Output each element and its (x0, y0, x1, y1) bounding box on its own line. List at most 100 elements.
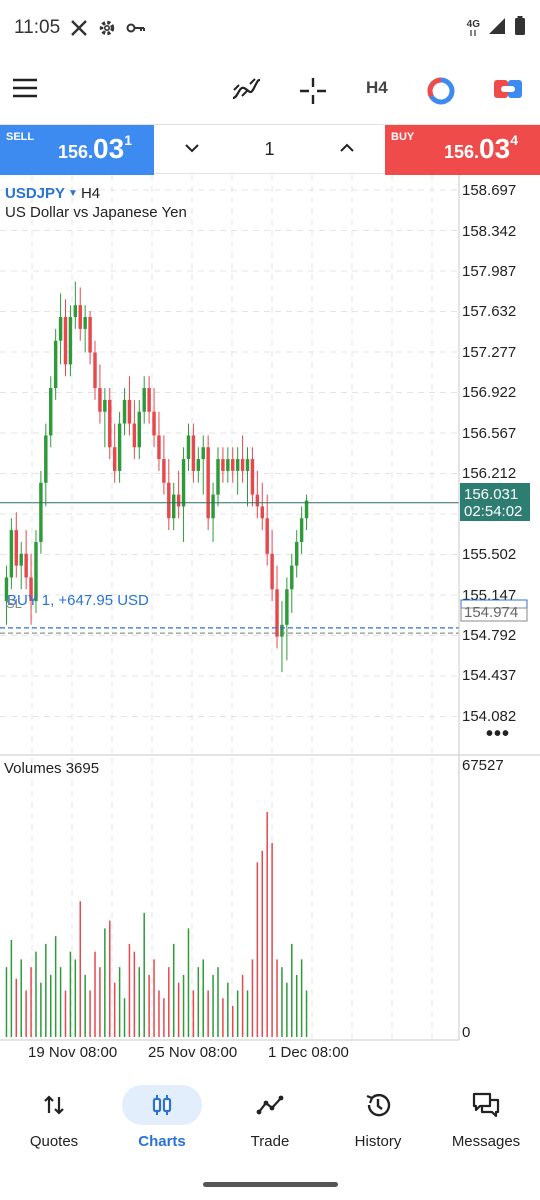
symbol-name[interactable]: USDJPY (5, 185, 66, 202)
nav-messages[interactable]: Messages (432, 1075, 540, 1170)
position-label[interactable]: BUY 1, +647.95 USD (7, 592, 149, 609)
candle-body (265, 518, 269, 554)
price-tick: 157.987 (462, 263, 516, 280)
indicators-icon[interactable] (230, 76, 262, 104)
candle-body (221, 459, 225, 471)
nav-trade[interactable]: Trade (216, 1075, 324, 1170)
candle-body (216, 459, 220, 495)
candle-body (68, 317, 73, 365)
buy-button[interactable]: BUY 156. 03 4 (385, 125, 540, 175)
key-icon (126, 21, 146, 35)
current-price-badge (460, 483, 530, 521)
candle-body (299, 518, 304, 542)
status-time: 11:05 (14, 17, 61, 38)
new-order-icon[interactable] (492, 76, 524, 102)
nav-history[interactable]: History (324, 1075, 432, 1170)
candle-body (49, 388, 53, 436)
nav-quotes[interactable]: Quotes (0, 1075, 108, 1170)
chart-area[interactable]: 158.697 158.342 157.987 157.632 157.277 … (0, 175, 540, 1065)
trade-icon (256, 1095, 284, 1115)
candle-body (235, 459, 240, 471)
candle-body (260, 506, 264, 519)
volume-increase-chevron-up-icon[interactable] (339, 140, 355, 158)
buy-price: 156. 03 4 (444, 132, 518, 164)
price-chart[interactable]: 158.697 158.342 157.987 157.632 157.277 … (0, 175, 540, 1065)
candle-body (108, 399, 112, 448)
symbol-dropdown-caret-icon[interactable]: ▼ (68, 188, 78, 199)
candle-body (201, 447, 205, 460)
one-click-trading-icon[interactable] (426, 76, 456, 106)
sell-label: SELL (6, 131, 35, 143)
candle-body (63, 317, 68, 365)
sell-button[interactable]: SELL 156. 03 1 (0, 125, 154, 175)
messages-icon (472, 1092, 500, 1118)
candle-body (152, 411, 156, 436)
sell-price: 156. 03 1 (58, 132, 132, 164)
price-tick: 157.277 (462, 344, 516, 361)
candle-body (250, 459, 255, 495)
volume-decrease-chevron-down-icon[interactable] (184, 140, 200, 158)
candle-body (171, 494, 176, 519)
price-tick: 158.697 (462, 182, 516, 199)
candle-body (196, 459, 201, 471)
history-icon (366, 1093, 391, 1117)
price-tick: 156.922 (462, 384, 516, 401)
candle-body (231, 459, 235, 471)
candle-body (186, 435, 191, 460)
current-price-label: 156.031 (464, 486, 518, 503)
candle-body (24, 553, 28, 578)
candle-body (83, 317, 87, 329)
price-tick: 155.502 (462, 546, 516, 563)
stop-loss-label[interactable]: SL (6, 596, 22, 611)
gesture-handle[interactable] (203, 1182, 338, 1187)
battery-icon (514, 15, 526, 41)
crosshair-icon[interactable] (298, 76, 328, 106)
candle-body (211, 494, 215, 519)
buy-label: BUY (391, 131, 415, 143)
candle-body (275, 589, 279, 637)
volume-max-label: 67527 (462, 757, 504, 774)
candle-body (167, 482, 171, 519)
one-click-trade-panel: SELL 156. 03 1 1 BUY 156. 03 4 (0, 124, 540, 175)
status-bar: 11:05 4G (0, 0, 540, 56)
volume-value[interactable]: 1 (264, 138, 275, 159)
price-tick: 156.212 (462, 465, 516, 482)
symbol-header[interactable]: USDJPY ▼ H4 (5, 185, 100, 202)
price-tick: 154.437 (462, 667, 516, 684)
candle-body (14, 530, 19, 566)
candle-body (191, 435, 196, 471)
price-tick: 158.342 (462, 223, 516, 240)
candle-body (304, 500, 309, 519)
candle-body (34, 541, 38, 602)
bar-countdown-label: 02:54:02 (464, 503, 522, 520)
quotes-icon (44, 1095, 64, 1115)
candle-body (294, 541, 299, 566)
network-type: 4G (467, 20, 480, 36)
x-app-icon (70, 19, 88, 37)
candle-body (88, 317, 92, 353)
nav-charts[interactable]: Charts (108, 1075, 216, 1170)
candle-body (240, 459, 245, 471)
menu-icon[interactable] (12, 78, 38, 103)
candle-body (280, 624, 284, 637)
timeframe-button[interactable]: H4 (366, 78, 388, 97)
volume-min-label: 0 (462, 1024, 470, 1041)
time-tick: 1 Dec 08:00 (268, 1044, 349, 1061)
candle-body (122, 399, 127, 424)
candle-body (290, 565, 294, 590)
candle-body (245, 459, 250, 471)
candle-body (29, 577, 33, 602)
candle-body (226, 459, 230, 471)
signal-icon (488, 17, 506, 40)
candle-body (112, 447, 117, 471)
candle-body (93, 352, 97, 389)
candle-body (206, 447, 210, 519)
price-tick: 154.082 (462, 708, 516, 725)
symbol-description: US Dollar vs Japanese Yen (5, 204, 187, 221)
candle-body (4, 577, 9, 602)
candle-body (147, 388, 151, 412)
candle-body (117, 423, 122, 471)
time-tick: 19 Nov 08:00 (28, 1044, 117, 1061)
candle-body (285, 589, 289, 625)
more-options-icon[interactable]: ••• (486, 723, 511, 745)
